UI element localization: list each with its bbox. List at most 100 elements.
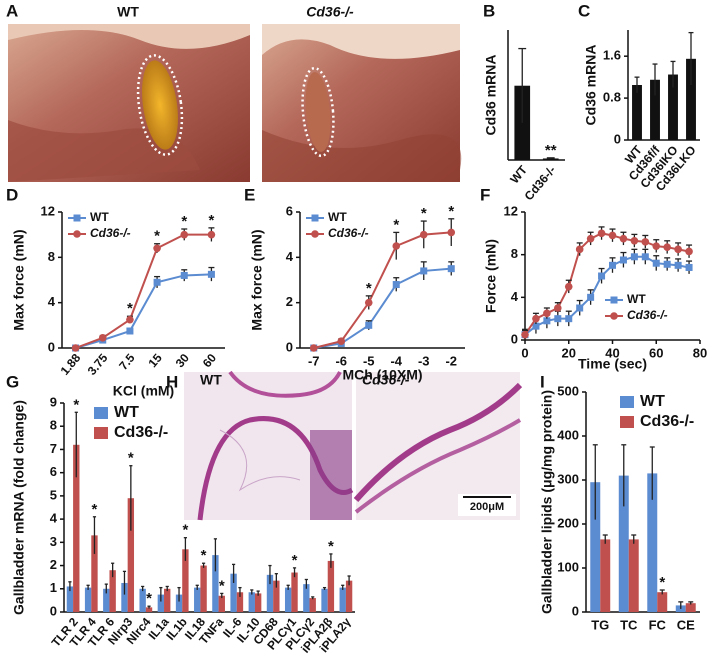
y-tick-label: 200 <box>557 515 579 530</box>
y-tick-label: 0.8 <box>603 90 621 105</box>
legend-label: WT <box>90 210 109 224</box>
bar <box>647 473 658 612</box>
y-tick-label: 0 <box>286 339 293 354</box>
bar <box>121 582 128 612</box>
legend-marker <box>610 296 618 304</box>
marker <box>576 304 584 312</box>
x-tick-label: FC <box>649 617 667 632</box>
bar <box>175 594 183 612</box>
panel-letter: F <box>480 185 490 204</box>
photo-wt <box>8 24 250 182</box>
significance: * <box>182 522 188 539</box>
y-tick-label: 400 <box>557 427 579 442</box>
marker <box>532 322 540 330</box>
marker <box>543 317 551 325</box>
marker <box>98 334 107 342</box>
significance: * <box>128 450 134 467</box>
photo-ko <box>262 24 462 182</box>
x-tick-label: -3 <box>418 353 430 368</box>
legend-label: Cd36-/- <box>627 308 668 322</box>
marker <box>598 272 606 280</box>
marker <box>586 234 595 243</box>
line <box>75 273 212 349</box>
x-tick-label: CE <box>677 617 695 632</box>
marker <box>532 314 540 323</box>
x-tick-label: 0 <box>521 345 528 360</box>
x-axis-label: MCh (10XM) <box>342 367 422 383</box>
significance: * <box>208 212 214 229</box>
significance: * <box>659 574 665 591</box>
bar <box>321 588 328 612</box>
marker <box>126 315 134 324</box>
y-tick-label: 1.6 <box>603 48 621 63</box>
y-tick-label: 4 <box>511 289 519 304</box>
x-tick-label: 7.5 <box>116 351 138 373</box>
legend-swatch <box>94 407 108 419</box>
bar <box>103 588 110 612</box>
significance: * <box>448 203 454 220</box>
y-tick-label: 0 <box>48 339 55 354</box>
x-tick-label: 60 <box>649 345 663 360</box>
marker <box>365 321 373 329</box>
bar <box>182 549 189 612</box>
line <box>524 232 690 336</box>
line <box>313 267 452 349</box>
bar <box>284 587 292 612</box>
marker <box>609 261 616 269</box>
marker <box>597 229 606 238</box>
y-tick-label: 0 <box>572 603 579 618</box>
x-tick-label: 15 <box>145 351 165 370</box>
legend-label: WT <box>640 393 665 410</box>
bar <box>657 592 668 612</box>
panel-letter: D <box>6 185 18 204</box>
marker <box>153 278 161 286</box>
photo-label: WT <box>117 4 139 20</box>
y-tick-label: 100 <box>557 559 579 574</box>
legend-label: WT <box>114 404 139 421</box>
panel-letter: C <box>578 1 590 20</box>
legend-label: WT <box>627 292 646 306</box>
y-axis-label: Max force (mN) <box>249 229 265 330</box>
marker <box>674 261 682 269</box>
y-tick-label: 300 <box>557 471 579 486</box>
y-tick-label: 4 <box>286 249 294 264</box>
legend-label: Cd36-/- <box>640 413 694 430</box>
y-axis-label: Gallbladder mRNA (fold change) <box>11 400 27 615</box>
bar <box>73 444 80 612</box>
marker <box>685 247 693 256</box>
marker <box>447 265 455 273</box>
x-tick-label: -4 <box>390 353 402 368</box>
line <box>75 233 212 349</box>
legend-marker <box>73 230 81 238</box>
significance: * <box>201 547 207 564</box>
marker <box>652 259 660 267</box>
x-tick-label: Cd36-/- <box>522 163 559 203</box>
bar <box>127 498 135 612</box>
bar <box>84 587 92 612</box>
y-axis-label: Gallbladder lipids (μg/mg protein) <box>539 390 555 614</box>
bar <box>212 555 219 612</box>
line <box>524 255 690 336</box>
y-tick-label: 2 <box>50 557 57 572</box>
y-tick-label: 0 <box>50 603 57 618</box>
bar <box>339 587 346 612</box>
x-tick-label: 40 <box>605 345 619 360</box>
y-tick-label: 4 <box>48 294 56 309</box>
histology-wt <box>184 370 354 521</box>
marker <box>554 315 562 323</box>
panel-letter: G <box>6 372 19 391</box>
marker <box>652 242 661 250</box>
legend-label: Cd36-/- <box>90 226 131 240</box>
marker <box>674 245 682 254</box>
x-tick-label: -7 <box>308 353 320 368</box>
x-tick-label: 80 <box>693 345 707 360</box>
x-tick-label: 60 <box>200 351 220 370</box>
y-tick-label: 1 <box>50 580 57 595</box>
marker <box>337 337 346 346</box>
histology-ko <box>353 372 523 520</box>
panel-letter: A <box>6 1 18 20</box>
y-tick-label: 6 <box>50 464 57 479</box>
marker <box>309 344 318 352</box>
marker <box>630 253 638 261</box>
